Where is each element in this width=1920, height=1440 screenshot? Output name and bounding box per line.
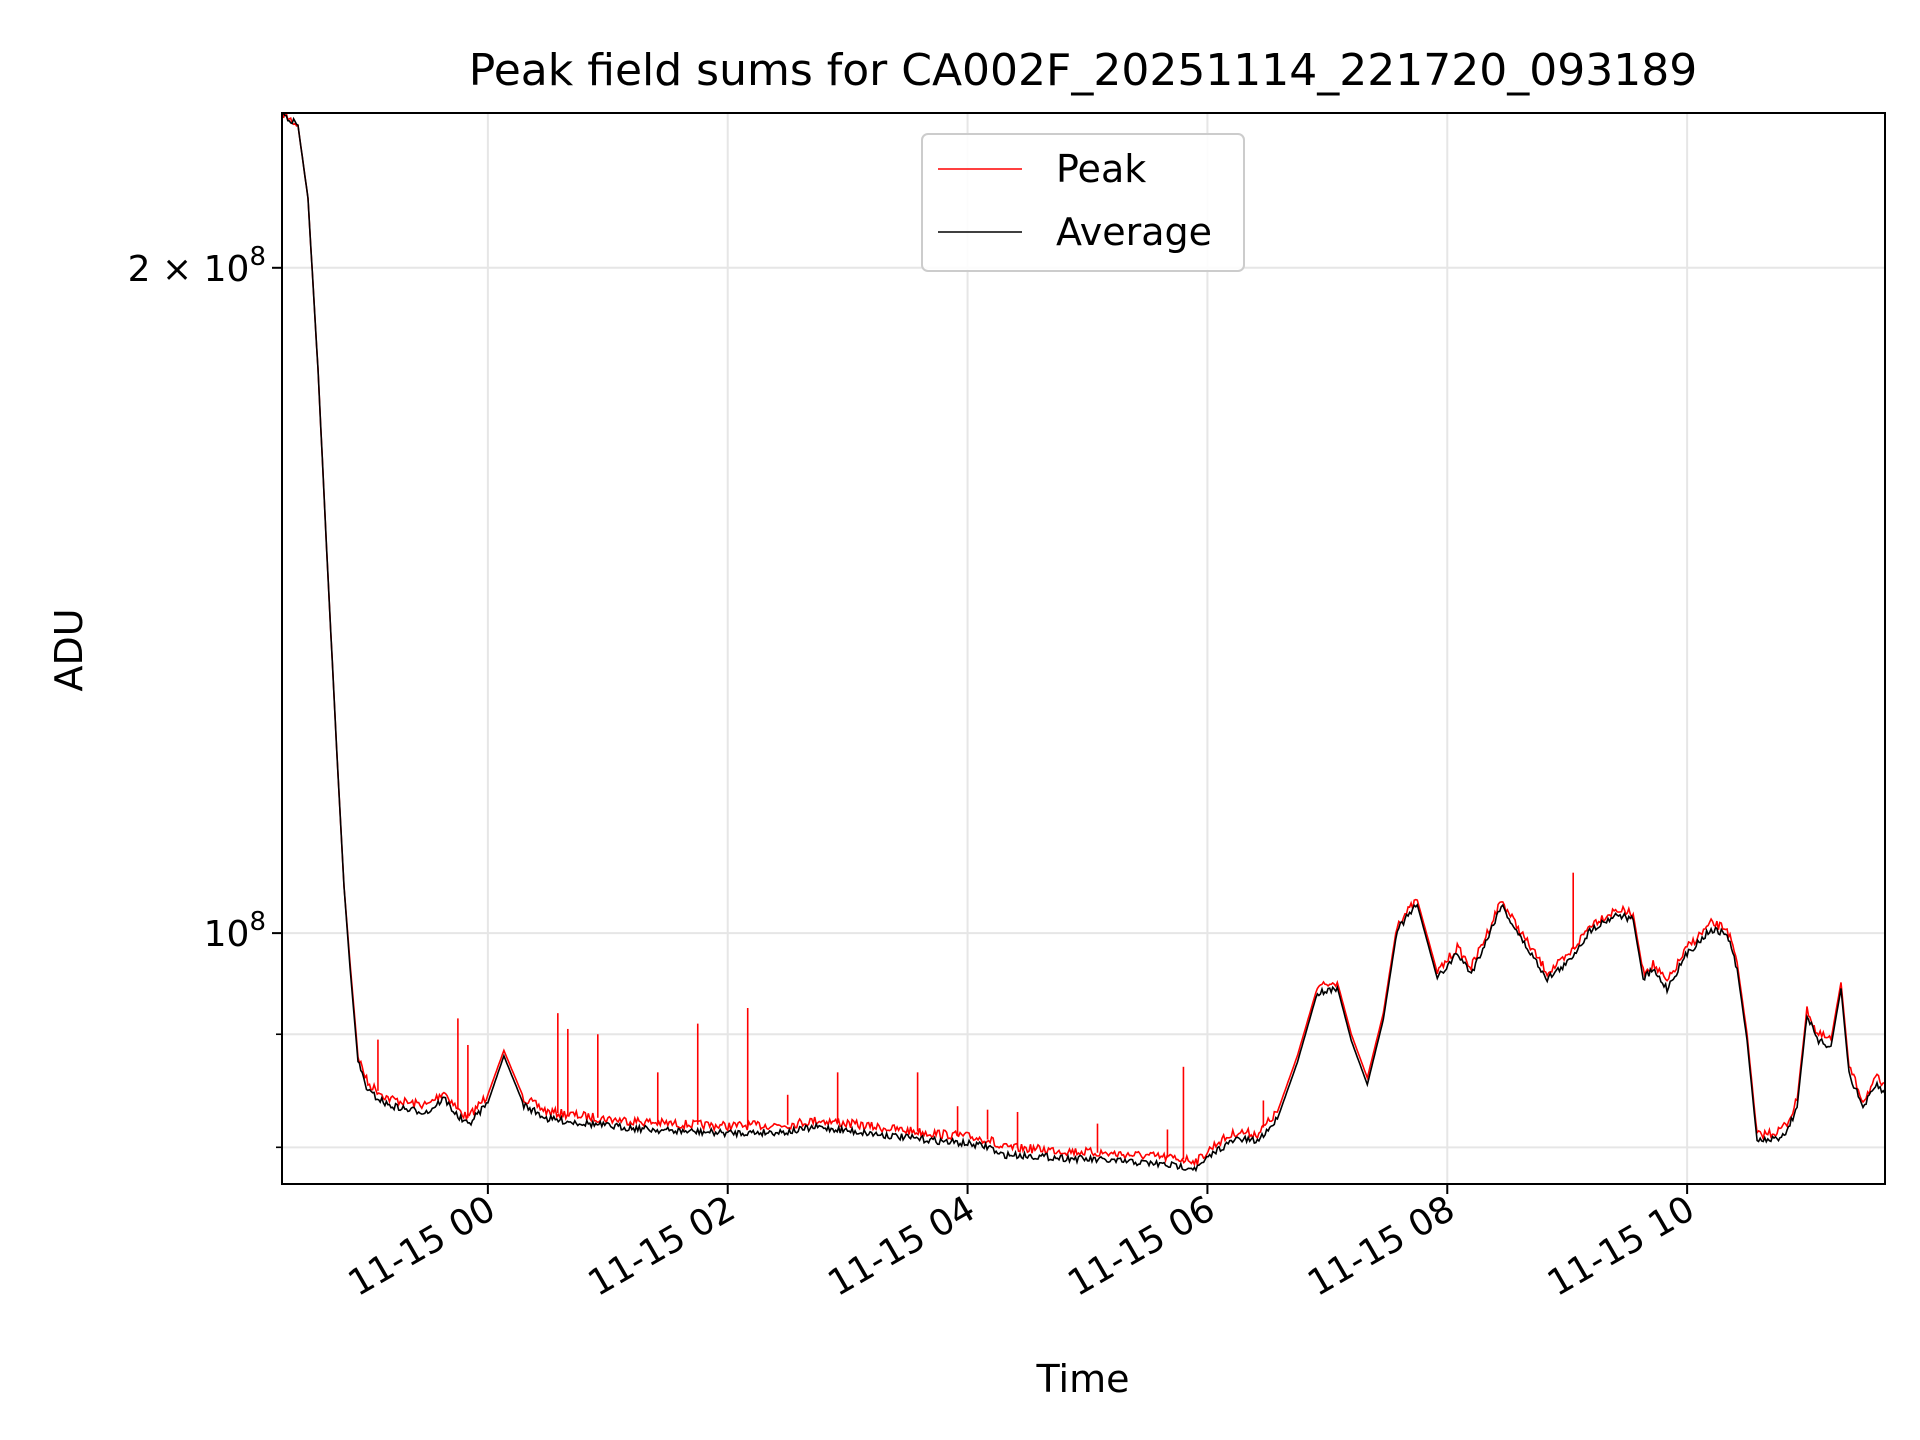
y-tick-label-coeff: 2 × bbox=[128, 249, 204, 290]
y-tick-label: 2 × 108 bbox=[128, 242, 266, 290]
series-line-average bbox=[282, 113, 1885, 1173]
legend-label-peak: Peak bbox=[1056, 147, 1146, 191]
y-tick-label-base: 10 bbox=[204, 914, 250, 955]
plot-area-frame bbox=[281, 112, 1886, 1185]
y-axis-title: ADU bbox=[47, 608, 91, 691]
y-tick-label-exponent: 8 bbox=[249, 242, 266, 272]
y-tick-label-base: 10 bbox=[204, 249, 250, 290]
series-line-peak bbox=[282, 113, 1885, 1168]
y-tick-label: 108 bbox=[204, 907, 266, 955]
y-tick-label-exponent: 8 bbox=[249, 907, 266, 937]
grid-lines bbox=[282, 113, 1885, 1184]
legend-label-average: Average bbox=[1056, 210, 1212, 254]
x-axis-title: Time bbox=[1036, 1357, 1130, 1401]
chart-title: Peak field sums for CA002F_20251114_2217… bbox=[469, 45, 1697, 96]
series-layer bbox=[282, 113, 1885, 1173]
legend: Peak Average bbox=[921, 133, 1245, 272]
